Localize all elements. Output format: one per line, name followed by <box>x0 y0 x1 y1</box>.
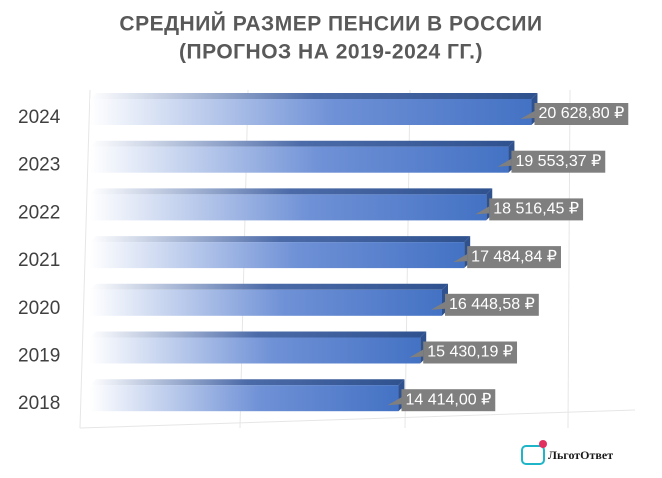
value-label: 14 414,00 ₽ <box>405 391 491 408</box>
value-label-tail <box>520 111 535 119</box>
watermark: ЛьготОтвет <box>521 440 613 465</box>
value-label: 16 448,58 ₽ <box>449 296 535 313</box>
bar <box>90 99 532 125</box>
value-label: 19 553,37 ₽ <box>515 153 601 170</box>
bar <box>90 385 399 412</box>
y-tick-label: 2024 <box>18 107 61 128</box>
value-label: 18 516,45 ₽ <box>493 201 579 218</box>
y-tick-label: 2022 <box>18 202 60 223</box>
value-label-tail <box>409 349 424 358</box>
bar <box>90 146 509 173</box>
value-label-tail <box>387 397 402 406</box>
value-label-tail <box>453 254 468 263</box>
value-label-tail <box>497 158 512 167</box>
value-label: 17 484,84 ₽ <box>471 248 557 265</box>
bar <box>90 337 421 364</box>
value-label-box <box>401 389 496 412</box>
bar <box>90 194 487 221</box>
bar-top <box>90 188 493 195</box>
value-label-box <box>534 103 629 125</box>
value-label-tail <box>475 206 490 215</box>
value-label-box <box>423 341 518 364</box>
chart-title: СРЕДНИЙ РАЗМЕР ПЕНСИИ В РОССИИ <box>119 12 542 36</box>
bar <box>90 289 442 316</box>
y-tick-label: 2018 <box>18 393 60 414</box>
y-tick-label: 2020 <box>18 298 60 319</box>
watermark-text: ЛьготОтвет <box>548 448 613 462</box>
bar-top <box>90 331 427 338</box>
bar-top <box>90 236 471 243</box>
bar-top <box>90 379 405 386</box>
bar-top <box>90 283 448 290</box>
y-tick-label: 2019 <box>18 346 60 367</box>
chart-title: (ПРОГНОЗ НА 2019-2024 ГГ.) <box>179 41 483 64</box>
y-tick-label: 2023 <box>18 155 60 176</box>
bar-top <box>90 140 515 147</box>
bar-top <box>90 93 538 99</box>
value-label-box <box>489 198 584 221</box>
y-tick-label: 2021 <box>18 250 60 271</box>
value-label-tail <box>430 301 445 310</box>
value-label-box <box>467 246 561 269</box>
value-label: 15 430,19 ₽ <box>427 344 513 361</box>
value-label: 20 628,80 ₽ <box>538 105 624 122</box>
bar <box>90 242 465 269</box>
value-label-box <box>444 293 539 316</box>
value-label-box <box>511 150 606 173</box>
